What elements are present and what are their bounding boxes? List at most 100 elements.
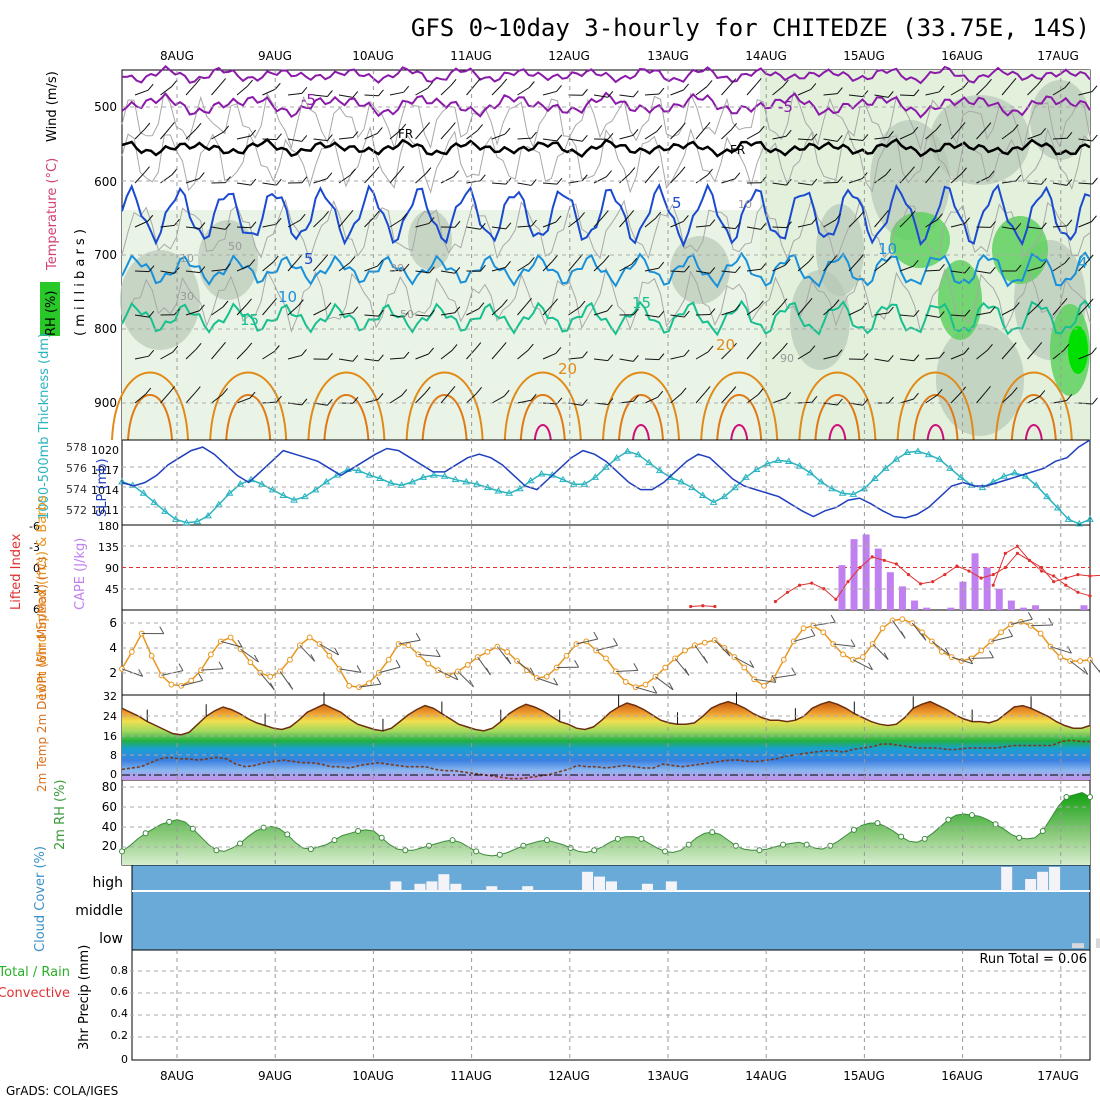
wind-barb [160,392,171,404]
wind-barb [530,393,537,401]
wind-barb [211,306,224,316]
wind-barb [683,310,690,318]
wind-barb [1078,304,1089,316]
wind-barb [398,639,421,645]
wind-barb [760,176,767,184]
cape-ticks: 180 135 90 45 [98,520,119,596]
wind-speed-point [563,652,570,659]
bottom-day-labels: 8AUG 9AUG 10AUG 11AUG 12AUG 13AUG 14AUG … [160,1069,1079,1083]
wind-barb [364,398,379,404]
wind-barb [964,266,971,274]
contour-label: 20 [558,360,577,378]
cape-bar [1007,600,1015,610]
wind-barb [653,165,660,173]
wind-speed-point [119,665,125,672]
wind-barb [960,386,967,394]
wind-barb [169,121,175,129]
wind-barb [1027,395,1041,404]
rh-point [992,821,999,828]
rh-point [119,848,125,855]
day-label: 13AUG [647,1069,689,1083]
tick-label: 900 [94,396,117,410]
wind-barb [1052,303,1063,316]
isotherm [121,299,1091,337]
wind-barb [454,306,461,314]
rh-point [567,845,574,851]
day-label: 16AUG [941,49,983,63]
thickness-point [236,480,245,487]
wind-speed-point [148,652,155,659]
wind-barb [415,632,421,641]
thickness-point [150,498,159,505]
wind-barb [415,270,430,274]
thickness-point [300,492,309,500]
wind-speed-point [820,629,827,636]
wind-barb [276,395,282,403]
thickness-point [1064,515,1073,522]
wind-barb [835,213,841,221]
wind-barb [735,222,741,229]
wind-barb [220,640,243,648]
rh-point [449,837,456,844]
wind-barb [797,351,811,360]
wind-barb [249,259,256,266]
wind-barb [479,174,486,182]
wind-barb [415,173,427,184]
thickness-point [752,465,761,472]
thickness-point [139,489,148,496]
wind-barb [376,676,382,685]
cloud-high-bar [438,874,450,891]
wind-barb [313,138,328,142]
wind-barb [250,129,257,137]
rh-point [638,835,645,842]
rh-point [213,847,220,854]
wind-barb [709,219,716,226]
wind-barb [327,134,333,141]
isotherm-30 [828,424,847,441]
thickness-point [881,464,890,471]
isotherm-20 [700,371,779,441]
wind-barb [352,91,359,98]
wind-barb [760,262,767,270]
wind-barb [259,672,275,691]
wind-barb [275,178,282,186]
rh-line [121,791,1091,857]
wind-barb [772,226,787,229]
wind-barb [364,265,378,272]
rh-point [1087,794,1093,800]
wind-barb [607,354,614,361]
wind-barb [925,357,940,360]
wind-barb [466,180,481,184]
wind-barb [313,260,324,272]
wind-barb [823,93,838,96]
wind-barb [734,172,741,180]
wind-axis-label: Wind (m/s) [45,71,60,142]
rh-shading [992,216,1048,284]
thickness-point [1021,472,1030,479]
wind-barb [1015,264,1022,272]
wind-barb [709,308,716,315]
contour-label: 10 [278,288,297,306]
tick-label: 1017 [91,464,119,477]
isotherm-20 [307,371,386,441]
wind-barb [323,210,329,218]
rh-contour [121,90,1091,152]
wind-speed-point [188,677,195,684]
wind-barb [619,216,630,228]
cape-bar [1032,605,1040,610]
thickness-point [634,450,643,458]
wind-barb [785,178,792,186]
wind-barb [606,304,613,312]
wind-barb [449,385,456,393]
wind-barb [222,300,229,308]
wind-speed-point [326,652,333,659]
rh-shading [936,324,1024,436]
wind-barb [1030,624,1053,627]
wind-barb [791,667,797,676]
isotherm-20 [405,371,484,441]
wind-barb [670,393,682,404]
wind-barb [888,396,894,404]
cloud-level-label: middle [75,903,123,919]
wind-barb [913,354,920,362]
pressure-axis-label: ( m i l l i b a r s ) [73,229,88,336]
